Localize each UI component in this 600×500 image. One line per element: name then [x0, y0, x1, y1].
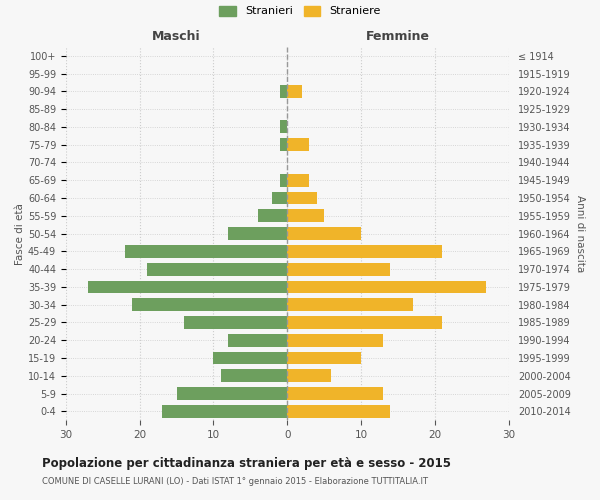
Bar	[287, 280, 487, 293]
Bar	[287, 387, 383, 400]
Bar	[132, 298, 287, 311]
Bar	[221, 370, 287, 382]
Bar	[287, 227, 361, 240]
Bar	[176, 387, 287, 400]
Bar	[228, 227, 287, 240]
Bar	[287, 370, 331, 382]
Bar	[280, 85, 287, 98]
Bar	[280, 120, 287, 134]
Text: Popolazione per cittadinanza straniera per età e sesso - 2015: Popolazione per cittadinanza straniera p…	[42, 458, 451, 470]
Text: Femmine: Femmine	[366, 30, 430, 43]
Bar	[287, 138, 310, 151]
Bar	[287, 245, 442, 258]
Bar	[287, 262, 391, 276]
Bar	[257, 210, 287, 222]
Bar	[280, 138, 287, 151]
Bar	[287, 85, 302, 98]
Bar	[287, 210, 324, 222]
Bar	[287, 405, 391, 418]
Text: Maschi: Maschi	[152, 30, 201, 43]
Bar	[125, 245, 287, 258]
Bar	[228, 334, 287, 346]
Legend: Stranieri, Straniere: Stranieri, Straniere	[219, 6, 381, 16]
Bar	[272, 192, 287, 204]
Bar	[88, 280, 287, 293]
Bar	[287, 298, 413, 311]
Y-axis label: Anni di nascita: Anni di nascita	[575, 195, 585, 272]
Bar	[287, 316, 442, 329]
Bar	[184, 316, 287, 329]
Bar	[287, 174, 310, 186]
Text: COMUNE DI CASELLE LURANI (LO) - Dati ISTAT 1° gennaio 2015 - Elaborazione TUTTIT: COMUNE DI CASELLE LURANI (LO) - Dati IST…	[42, 478, 428, 486]
Bar	[147, 262, 287, 276]
Bar	[287, 352, 361, 364]
Bar	[287, 334, 383, 346]
Y-axis label: Fasce di età: Fasce di età	[15, 202, 25, 264]
Bar	[214, 352, 287, 364]
Bar	[287, 192, 317, 204]
Bar	[280, 174, 287, 186]
Bar	[162, 405, 287, 418]
